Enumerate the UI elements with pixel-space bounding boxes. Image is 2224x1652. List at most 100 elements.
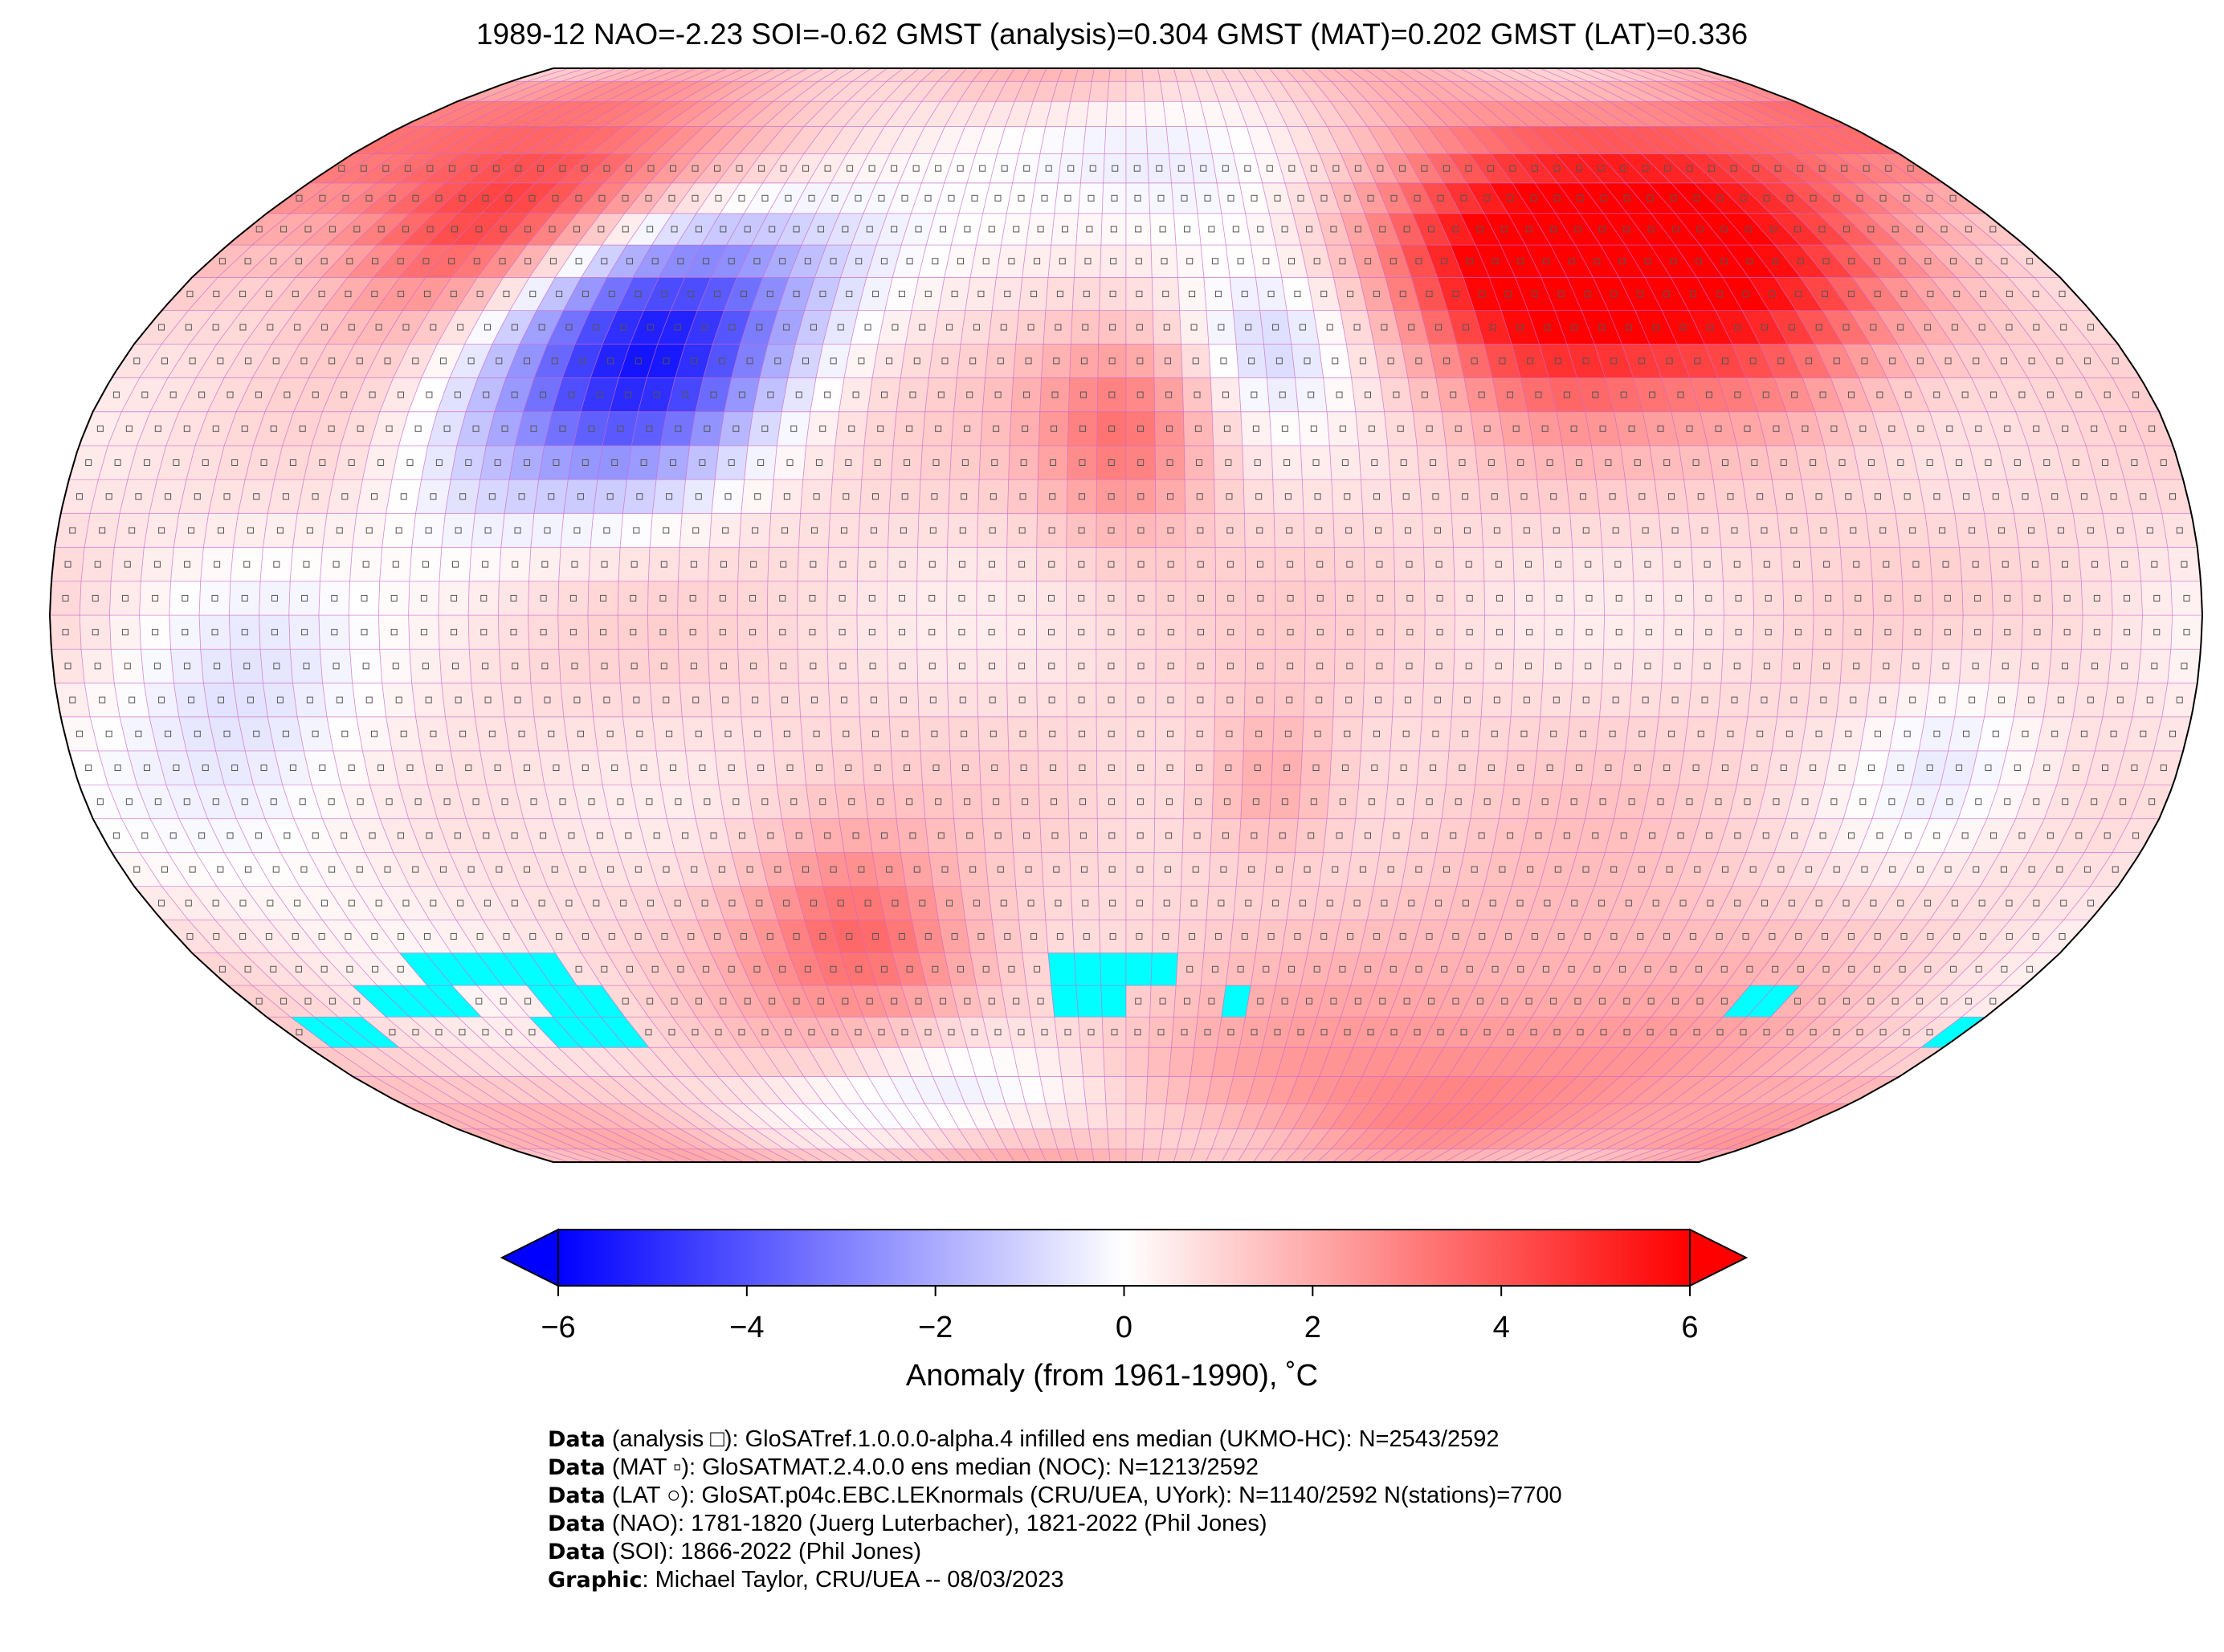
grid-cell [1035, 614, 1067, 650]
grid-cell [946, 581, 977, 616]
analysis-marker [754, 730, 761, 737]
grid-cell [1179, 886, 1210, 920]
grid-cell [891, 445, 923, 480]
grid-cell [1753, 614, 1785, 650]
grid-cell [922, 411, 955, 447]
grid-cell [1238, 377, 1271, 413]
analysis-marker [2014, 764, 2021, 771]
analysis-marker [868, 629, 875, 636]
grid-cell [1013, 852, 1044, 887]
analysis-marker [1483, 798, 1491, 806]
grid-cell [1096, 512, 1127, 548]
grid-cell [1125, 153, 1149, 184]
grid-cell [2108, 648, 2142, 683]
analysis-marker [2063, 594, 2071, 602]
analysis-marker [1773, 798, 1780, 806]
analysis-marker [1649, 832, 1656, 839]
analysis-marker [158, 527, 165, 534]
grid-cell [977, 683, 1009, 718]
analysis-marker [202, 764, 209, 771]
analysis-marker [1316, 561, 1324, 568]
analysis-marker [211, 594, 218, 602]
grid-cell [1096, 581, 1127, 616]
analysis-marker [1751, 764, 1758, 771]
grid-cell [411, 683, 446, 718]
grid-cell [951, 784, 983, 819]
analysis-marker [1111, 1029, 1118, 1036]
analysis-marker [1523, 696, 1530, 704]
grid-cell [1080, 153, 1105, 184]
analysis-marker [1108, 764, 1115, 771]
analysis-marker [253, 493, 260, 500]
grid-cell [1569, 683, 1603, 718]
analysis-marker [143, 459, 150, 467]
analysis-marker [1108, 663, 1115, 670]
colorbar-tick-label: 2 [1304, 1311, 1321, 1344]
grid-cell [886, 614, 918, 650]
analysis-marker [270, 425, 277, 432]
analysis-marker [1763, 561, 1770, 568]
grid-cell [1297, 411, 1330, 447]
analysis-marker [1049, 493, 1056, 500]
grid-cell [1096, 784, 1127, 819]
analysis-marker [241, 594, 248, 602]
grid-cell [1151, 277, 1181, 312]
grid-cell [1125, 683, 1157, 718]
grid-cell [1152, 886, 1182, 920]
analysis-marker [1810, 764, 1817, 771]
analysis-marker [1428, 997, 1435, 1005]
analysis-marker [1926, 1029, 1933, 1036]
analysis-marker [1225, 764, 1232, 771]
analysis-marker [154, 425, 161, 432]
analysis-marker [1825, 594, 1832, 602]
analysis-marker [1487, 459, 1495, 467]
analysis-marker [660, 561, 667, 568]
grid-cell [1125, 100, 1147, 127]
analysis-marker [386, 425, 393, 432]
analysis-marker [2183, 594, 2190, 602]
analysis-marker [328, 997, 336, 1005]
analysis-marker [369, 832, 376, 839]
grid-cell [797, 547, 829, 582]
grid-cell [1895, 512, 1930, 548]
analysis-marker [1645, 629, 1652, 636]
analysis-marker [780, 561, 787, 568]
analysis-marker [1163, 899, 1170, 907]
analysis-marker [94, 663, 101, 670]
grid-cell [2048, 547, 2082, 582]
analysis-marker [964, 997, 971, 1005]
analysis-marker [319, 459, 326, 467]
analysis-marker [541, 561, 549, 568]
grid-cell [1507, 479, 1541, 514]
grid-cell [538, 750, 574, 785]
analysis-marker [1672, 997, 1679, 1005]
analysis-marker [1020, 459, 1027, 467]
analysis-marker [1614, 561, 1622, 568]
grid-cell [1078, 1016, 1104, 1048]
analysis-marker [886, 866, 893, 873]
grid-cell [622, 479, 657, 514]
grid-cell [2042, 512, 2079, 548]
analysis-marker [426, 832, 433, 839]
grid-cell [1197, 985, 1226, 1018]
grid-cell [1331, 716, 1364, 752]
grid-cell [1932, 614, 1964, 650]
analysis-marker [1693, 1029, 1700, 1036]
grid-cell [1658, 683, 1692, 718]
analysis-marker [1598, 997, 1606, 1005]
grid-cell [619, 512, 653, 548]
grid-cell [619, 683, 653, 718]
analysis-marker [577, 730, 584, 737]
analysis-marker [455, 527, 462, 534]
grid-cell [2170, 614, 2202, 650]
grid-cell [1030, 1016, 1059, 1048]
grid-cell [1030, 182, 1059, 214]
analysis-marker [843, 493, 850, 500]
analysis-marker [1985, 764, 1992, 771]
grid-cell [1839, 547, 1873, 582]
analysis-marker [958, 663, 965, 670]
grid-cell [2102, 683, 2139, 718]
grid-cell [1096, 683, 1127, 718]
analysis-marker [855, 1029, 862, 1036]
analysis-marker [1859, 798, 1867, 806]
